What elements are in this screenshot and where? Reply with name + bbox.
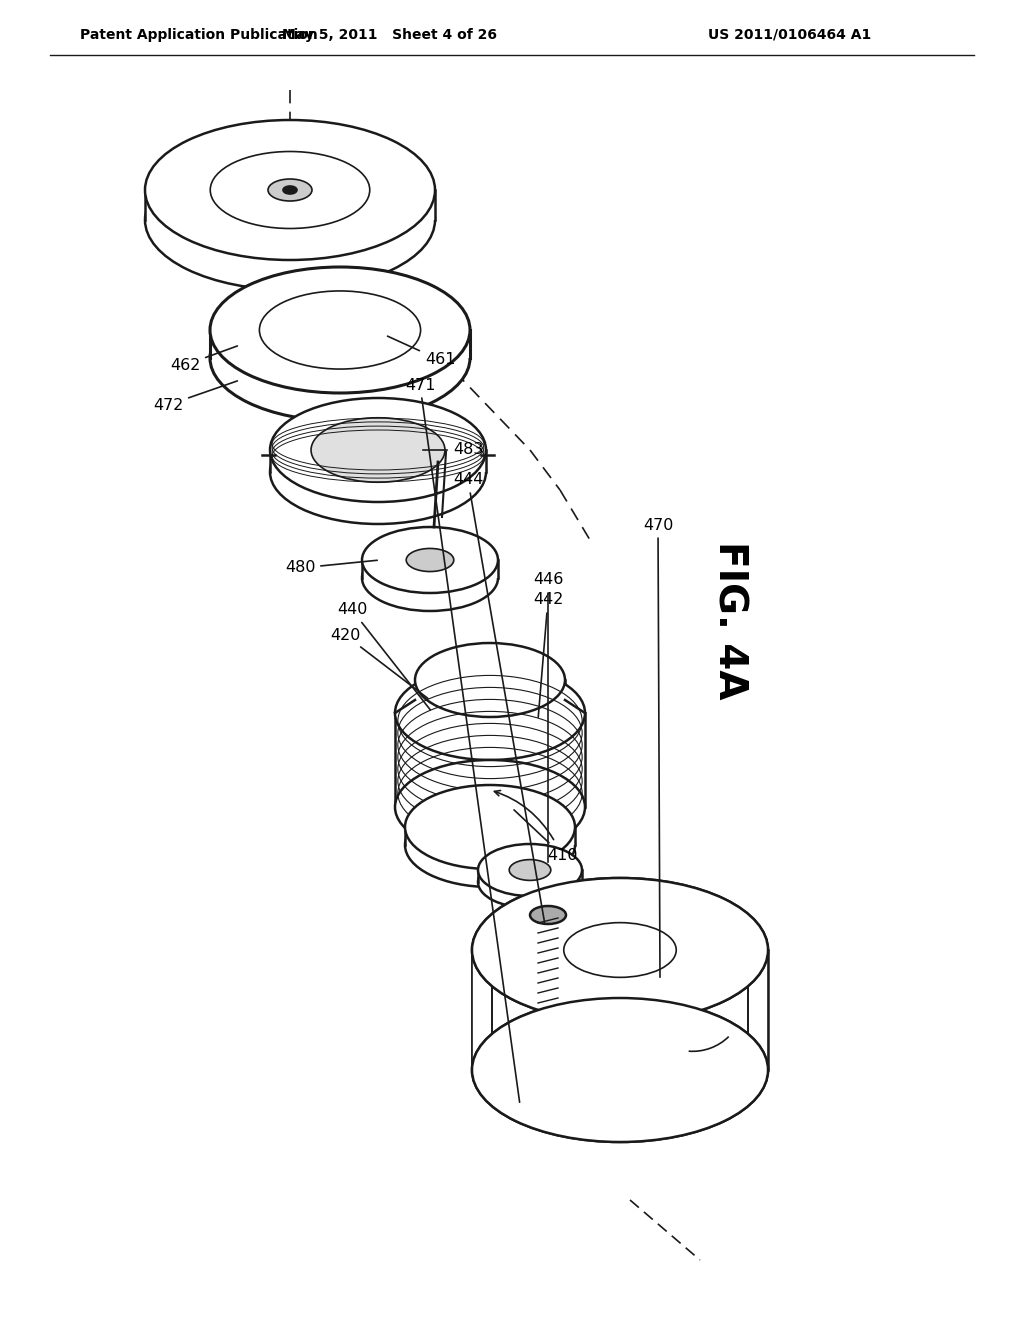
Text: 470: 470 [643,517,673,977]
Ellipse shape [472,998,768,1142]
Ellipse shape [472,878,768,1022]
Text: 472: 472 [153,381,238,412]
Ellipse shape [546,1034,694,1106]
Ellipse shape [283,186,297,194]
Text: 446: 446 [532,573,563,862]
Ellipse shape [406,785,575,869]
Text: 442: 442 [532,593,563,717]
Ellipse shape [362,527,498,593]
Ellipse shape [472,878,768,1022]
Ellipse shape [259,290,421,370]
Text: Patent Application Publication: Patent Application Publication [80,28,317,42]
Ellipse shape [406,803,575,887]
Text: 471: 471 [404,378,519,1102]
Ellipse shape [478,855,582,908]
Text: May 5, 2011   Sheet 4 of 26: May 5, 2011 Sheet 4 of 26 [283,28,498,42]
Ellipse shape [210,267,470,393]
Text: 410: 410 [514,810,578,862]
Ellipse shape [395,667,585,760]
Text: 462: 462 [170,346,238,372]
Ellipse shape [210,152,370,228]
Ellipse shape [145,120,435,260]
Polygon shape [472,950,768,1071]
Text: 444: 444 [453,473,545,923]
Text: 483: 483 [423,442,483,458]
Ellipse shape [478,843,582,896]
Ellipse shape [472,998,768,1142]
Polygon shape [406,828,575,845]
Text: 461: 461 [387,337,456,367]
Ellipse shape [564,923,676,977]
Ellipse shape [268,180,312,201]
Text: 440: 440 [337,602,430,710]
Text: 480: 480 [285,560,377,576]
Text: US 2011/0106464 A1: US 2011/0106464 A1 [709,28,871,42]
Polygon shape [362,560,498,578]
Ellipse shape [311,417,445,482]
Polygon shape [270,450,486,473]
Text: FIG. 4A: FIG. 4A [711,541,749,700]
Ellipse shape [270,399,486,502]
Ellipse shape [415,663,565,737]
Ellipse shape [530,891,566,909]
Ellipse shape [407,548,454,572]
Ellipse shape [210,294,470,421]
Ellipse shape [145,150,435,290]
Polygon shape [210,330,470,358]
Ellipse shape [270,420,486,524]
Ellipse shape [395,760,585,854]
Polygon shape [395,700,585,713]
Ellipse shape [362,545,498,611]
Text: 420: 420 [330,627,428,698]
Polygon shape [145,190,435,220]
Ellipse shape [530,906,566,924]
Polygon shape [415,680,565,700]
Ellipse shape [415,643,565,717]
Polygon shape [478,870,582,882]
Ellipse shape [509,859,551,880]
